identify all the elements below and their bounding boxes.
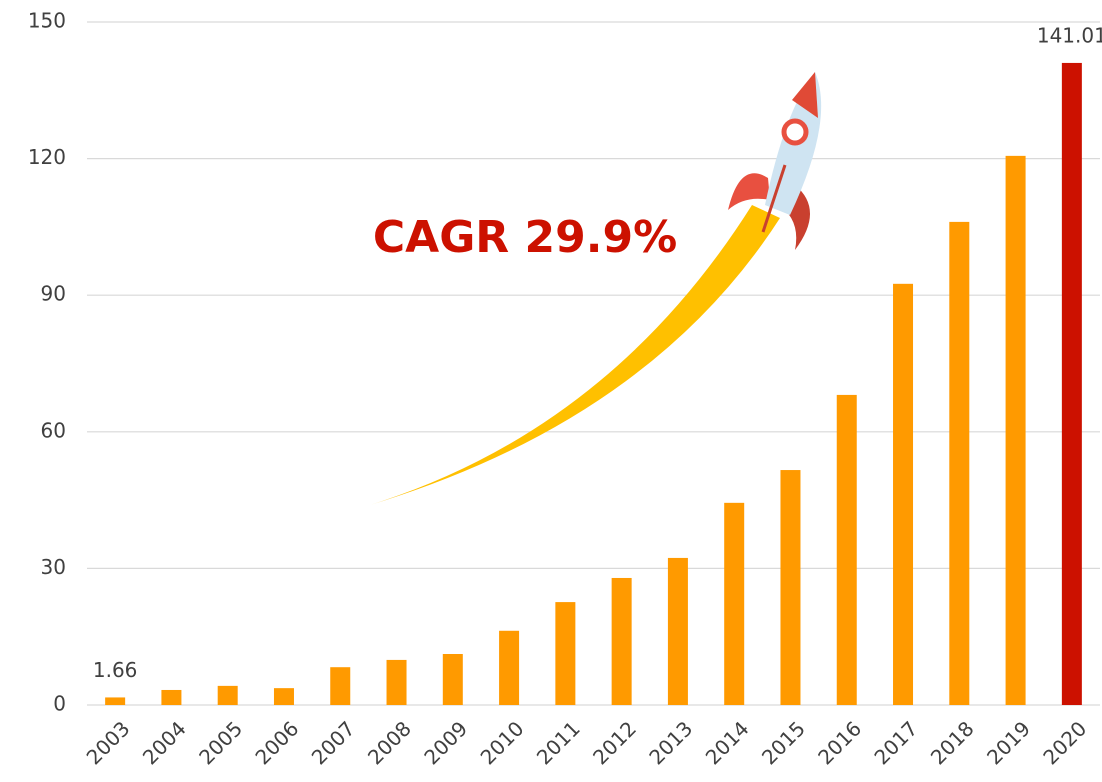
x-tick-label: 2010	[476, 716, 529, 769]
data-label: 1.66	[93, 658, 138, 682]
x-tick-label: 2015	[757, 716, 810, 769]
bar	[949, 222, 969, 705]
y-tick-label: 150	[28, 9, 66, 33]
bar	[330, 667, 350, 705]
x-tick-label: 2007	[307, 716, 360, 769]
bar	[387, 660, 407, 705]
x-tick-label: 2017	[869, 716, 922, 769]
y-tick-label: 60	[41, 418, 66, 442]
y-tick-label: 0	[53, 692, 66, 716]
bar	[780, 470, 800, 705]
bar	[612, 578, 632, 705]
bar	[837, 395, 857, 705]
x-tick-label: 2006	[250, 716, 303, 769]
x-tick-label: 2003	[82, 716, 135, 769]
bar	[274, 688, 294, 705]
bar	[161, 690, 181, 705]
x-tick-label: 2013	[644, 716, 697, 769]
bar	[499, 631, 519, 705]
y-tick-label: 30	[41, 555, 66, 579]
bar	[555, 602, 575, 705]
x-tick-label: 2016	[813, 716, 866, 769]
y-tick-label: 90	[41, 282, 66, 306]
x-tick-label: 2008	[363, 716, 416, 769]
x-tick-label: 2004	[138, 716, 191, 769]
bar	[1062, 63, 1082, 705]
chart: CAGR 29.9% 0 30 60 90 120 150 2003 1.66 20042005…	[0, 0, 1102, 782]
x-tick-label: 2019	[982, 716, 1035, 769]
x-tick-label: 2009	[419, 716, 472, 769]
rocket-window	[784, 121, 806, 143]
annotation: CAGR 29.9%	[373, 212, 677, 263]
x-tick-label: 2014	[701, 716, 754, 769]
bar	[443, 654, 463, 705]
bar	[893, 284, 913, 705]
bar	[218, 686, 238, 705]
bar	[1006, 156, 1026, 705]
bar	[724, 503, 744, 705]
x-tick-label: 2018	[926, 716, 979, 769]
x-tick-label: 2012	[588, 716, 641, 769]
bar	[105, 697, 125, 705]
x-tick-label: 2005	[194, 716, 247, 769]
rocket-fin	[728, 173, 770, 210]
bar	[668, 558, 688, 705]
y-tick-label: 120	[28, 145, 66, 169]
x-tick-label: 2020	[1038, 716, 1091, 769]
rocket-illustration	[370, 72, 821, 505]
data-label: 141.01	[1037, 23, 1102, 47]
x-tick-label: 2011	[532, 716, 585, 769]
